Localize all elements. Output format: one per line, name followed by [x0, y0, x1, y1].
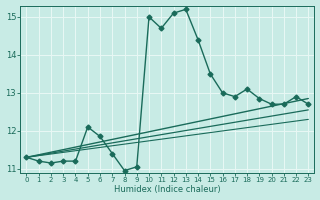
X-axis label: Humidex (Indice chaleur): Humidex (Indice chaleur)	[114, 185, 221, 194]
